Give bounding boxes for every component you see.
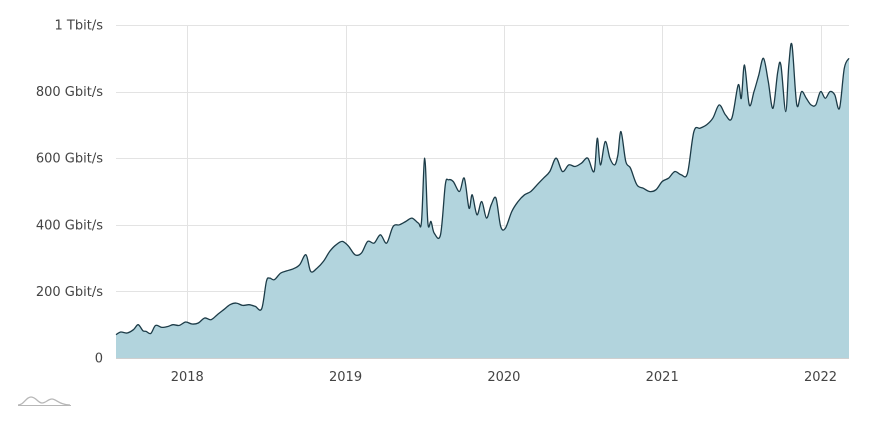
x-tick-label: 2021 — [646, 370, 679, 385]
y-tick-label: 800 Gbit/s — [36, 85, 103, 100]
y-tick-label: 0 — [95, 352, 103, 367]
mountain-area-icon[interactable] — [17, 396, 71, 406]
series-area — [116, 43, 849, 359]
y-tick-labels: 0 200 Gbit/s 400 Gbit/s 600 Gbit/s 800 Gbit/… — [36, 19, 103, 367]
series-line — [115, 42, 850, 336]
y-tick-label: 200 Gbit/s — [36, 285, 103, 300]
x-tick-label: 2020 — [487, 370, 520, 385]
x-tick-label: 2022 — [804, 370, 837, 385]
x-tick-label: 2019 — [329, 370, 362, 385]
x-tick-label: 2018 — [171, 370, 204, 385]
y-tick-label: 1 Tbit/s — [55, 19, 104, 34]
y-tick-label: 600 Gbit/s — [36, 152, 103, 167]
x-tick-labels: 2018 2019 2020 2021 2022 — [171, 370, 837, 385]
y-tick-label: 400 Gbit/s — [36, 218, 103, 233]
